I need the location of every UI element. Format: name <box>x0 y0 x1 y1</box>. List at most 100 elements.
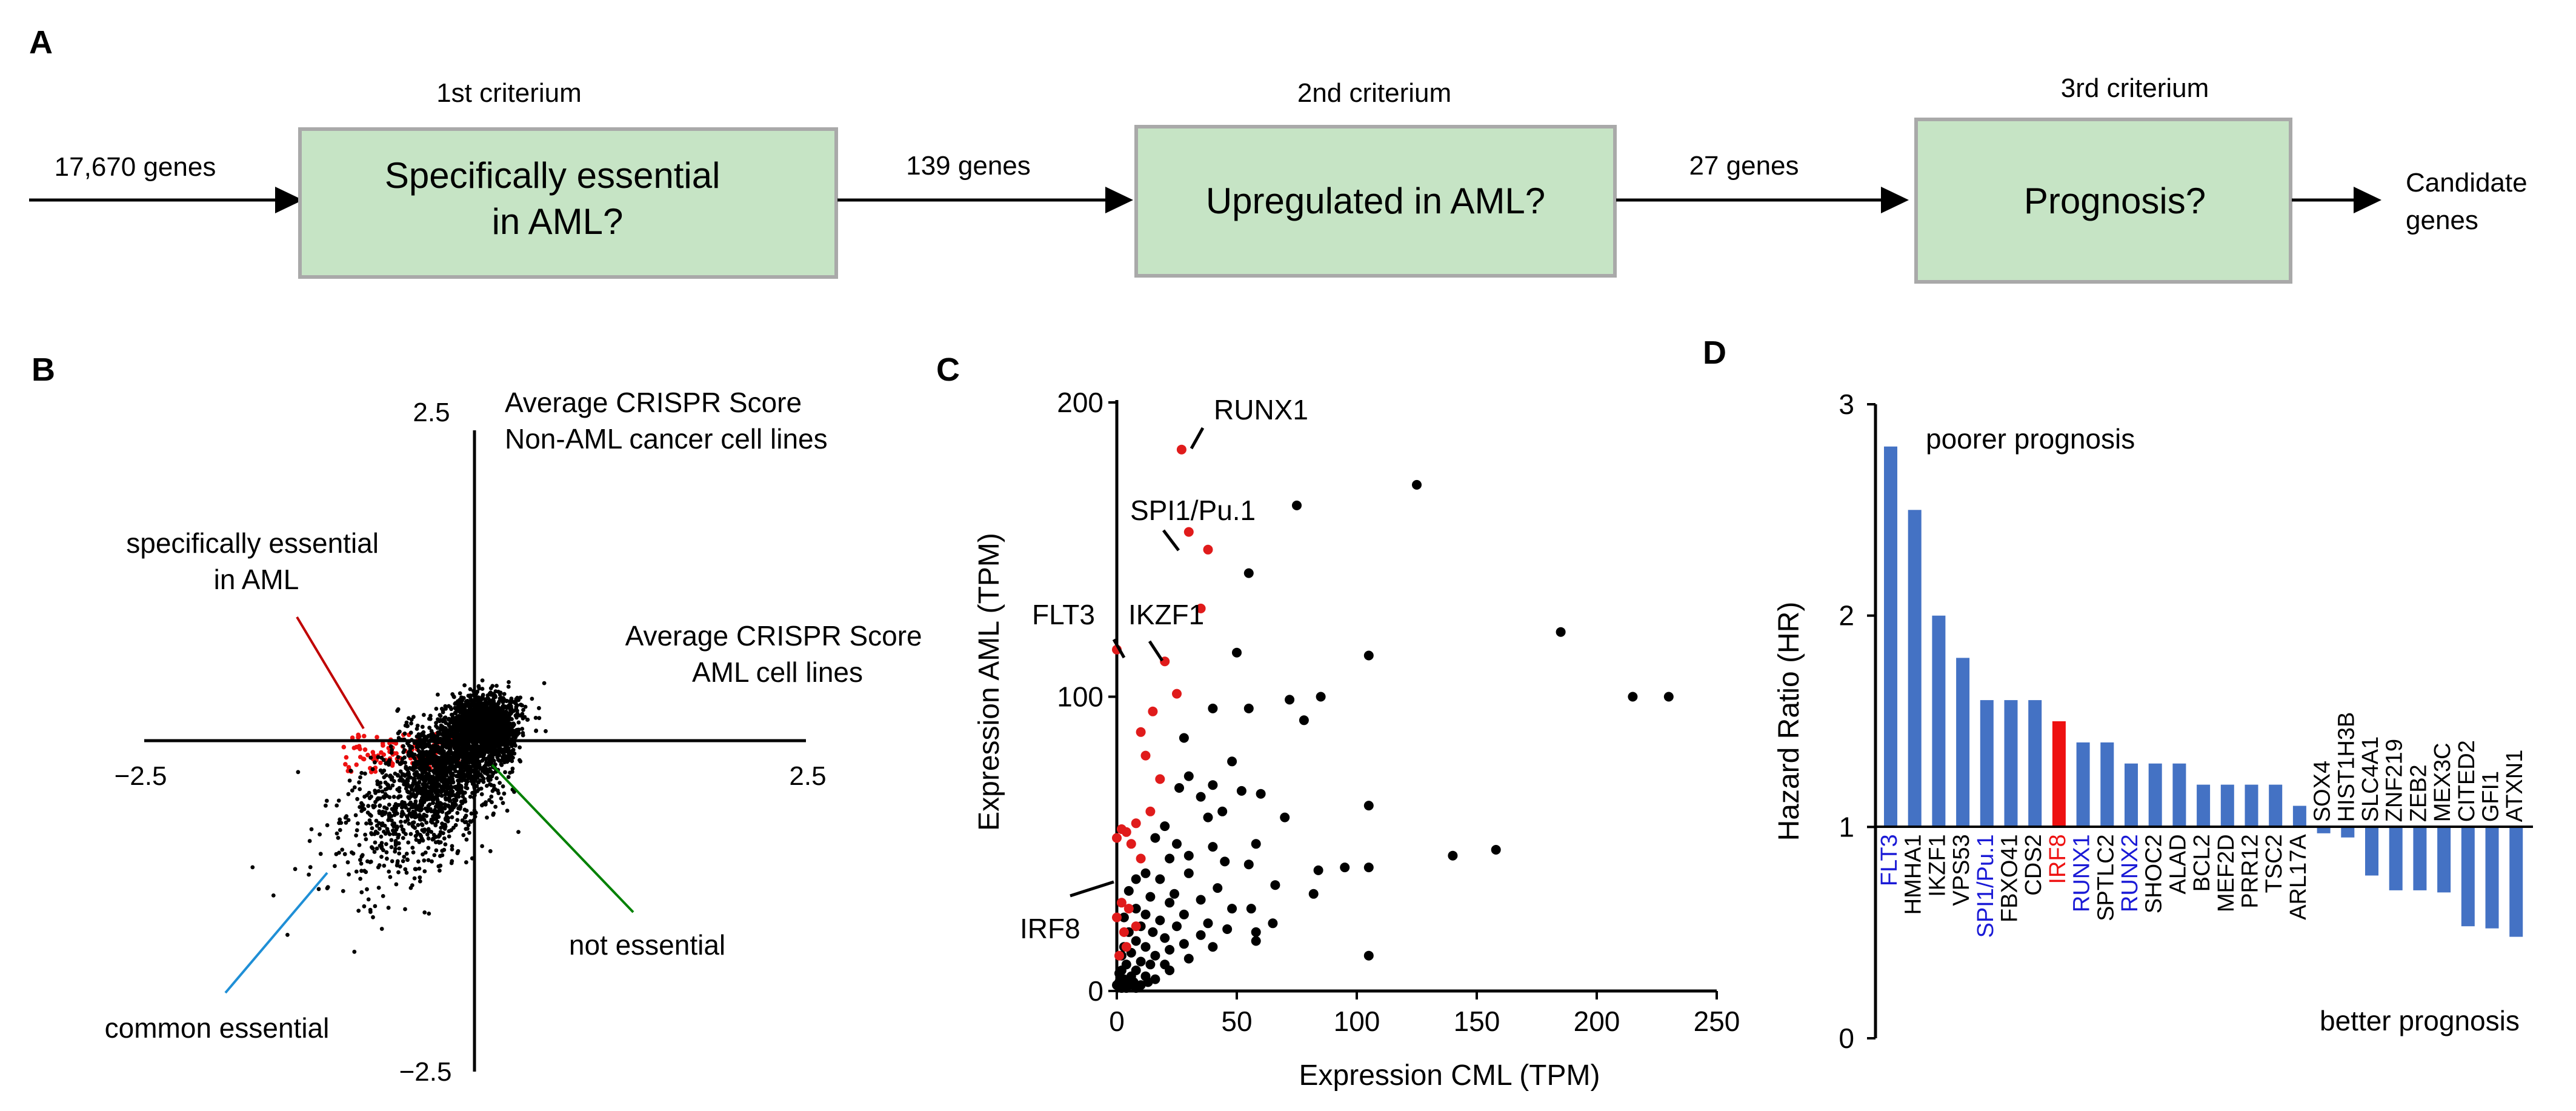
data-point <box>1136 853 1146 864</box>
scatter-point <box>464 703 469 707</box>
y-tick-label: 3 <box>1839 389 1854 420</box>
data-point <box>1145 806 1156 816</box>
panel-b-y-axis-label: Average CRISPR Score Non-AML cancer cell… <box>505 387 828 455</box>
scatter-point <box>451 780 456 785</box>
scatter-point <box>505 809 510 813</box>
scatter-point <box>324 803 328 808</box>
scatter-point <box>397 789 402 793</box>
scatter-point <box>390 783 395 788</box>
scatter-point <box>485 735 490 739</box>
scatter-point <box>480 844 484 849</box>
data-point <box>1174 783 1184 793</box>
data-point <box>1143 977 1153 987</box>
gene-label: ALAD <box>2165 834 2191 894</box>
scatter-point <box>433 734 438 739</box>
highlight-point <box>394 751 399 756</box>
highlight-point <box>374 735 379 739</box>
scatter-point <box>455 810 460 815</box>
scatter-point <box>516 720 521 725</box>
scatter-point <box>422 869 427 873</box>
scatter-point <box>441 780 446 785</box>
criterion-2-label: 2nd criterium <box>1297 78 1451 108</box>
scatter-point <box>383 832 388 836</box>
data-point <box>1145 959 1156 970</box>
highlight-point <box>356 732 361 738</box>
flow-output-1: 139 genes <box>906 151 1031 181</box>
data-point <box>1208 942 1218 952</box>
scatter-point <box>386 906 391 910</box>
scatter-point <box>423 779 428 784</box>
scatter-point <box>393 809 398 813</box>
data-point <box>1251 936 1261 946</box>
scatter-point <box>456 772 461 777</box>
scatter-point <box>414 734 419 739</box>
scatter-point <box>479 773 483 778</box>
scatter-point <box>443 842 448 847</box>
scatter-point <box>462 709 467 713</box>
scatter-point <box>420 724 425 729</box>
scatter-point <box>475 789 480 793</box>
bar <box>2341 827 2355 838</box>
scatter-point <box>484 723 488 728</box>
data-point <box>1172 921 1182 932</box>
data-point <box>1308 889 1319 899</box>
scatter-point <box>518 745 522 750</box>
scatter-point <box>418 875 422 880</box>
scatter-point <box>494 744 499 748</box>
data-point <box>1170 889 1179 899</box>
data-point <box>1412 479 1422 490</box>
scatter-point <box>431 814 435 819</box>
scatter-point <box>497 758 502 763</box>
scatter-point <box>407 774 411 779</box>
scatter-point <box>458 691 462 696</box>
scatter-point <box>416 822 421 827</box>
scatter-point <box>347 872 351 877</box>
scatter-point <box>353 813 358 818</box>
scatter-point <box>464 809 469 813</box>
data-point <box>1196 792 1206 802</box>
highlight-point <box>343 762 348 767</box>
scatter-point <box>435 761 439 766</box>
scatter-point <box>431 769 436 773</box>
scatter-point <box>456 744 461 749</box>
scatter-point <box>427 785 431 789</box>
data-point <box>1131 904 1141 914</box>
scatter-point <box>530 696 534 701</box>
scatter-point <box>350 850 354 855</box>
scatter-point <box>461 696 466 701</box>
scatter-point <box>425 832 430 837</box>
scatter-point <box>422 910 427 915</box>
scatter-point <box>378 768 383 773</box>
leader-runx1 <box>1190 427 1205 450</box>
scatter-point <box>414 838 419 842</box>
scatter-point <box>250 865 255 870</box>
gene-label: SOX4 <box>2310 761 2335 822</box>
scatter-point <box>365 859 370 864</box>
label-flt3: FLT3 <box>1032 599 1095 630</box>
scatter-point <box>480 706 485 711</box>
scatter-point <box>467 767 471 771</box>
scatter-point <box>476 732 481 737</box>
bar <box>2052 721 2066 827</box>
criterion-1-label: 1st criterium <box>436 78 582 108</box>
scatter-point <box>475 727 480 732</box>
panel-d-gene-labels: FLT3HMHA1IKZF1VPS53SPI1/Pu.1FBXO41CDS2IR… <box>1877 712 2528 938</box>
scatter-point <box>434 707 439 711</box>
panel-c-points <box>1112 444 1674 993</box>
data-point <box>1155 774 1165 784</box>
scatter-point <box>465 826 470 831</box>
scatter-point <box>377 863 382 867</box>
scatter-point <box>484 701 488 706</box>
scatter-point <box>428 713 433 718</box>
bar <box>2269 784 2283 827</box>
scatter-point <box>422 829 427 834</box>
data-point <box>1179 939 1189 949</box>
scatter-point <box>490 698 495 703</box>
scatter-point <box>508 726 513 730</box>
data-point <box>1140 868 1151 878</box>
scatter-point <box>408 832 413 836</box>
scatter-point <box>512 790 516 794</box>
scatter-point <box>420 746 425 750</box>
bar <box>2148 763 2162 827</box>
